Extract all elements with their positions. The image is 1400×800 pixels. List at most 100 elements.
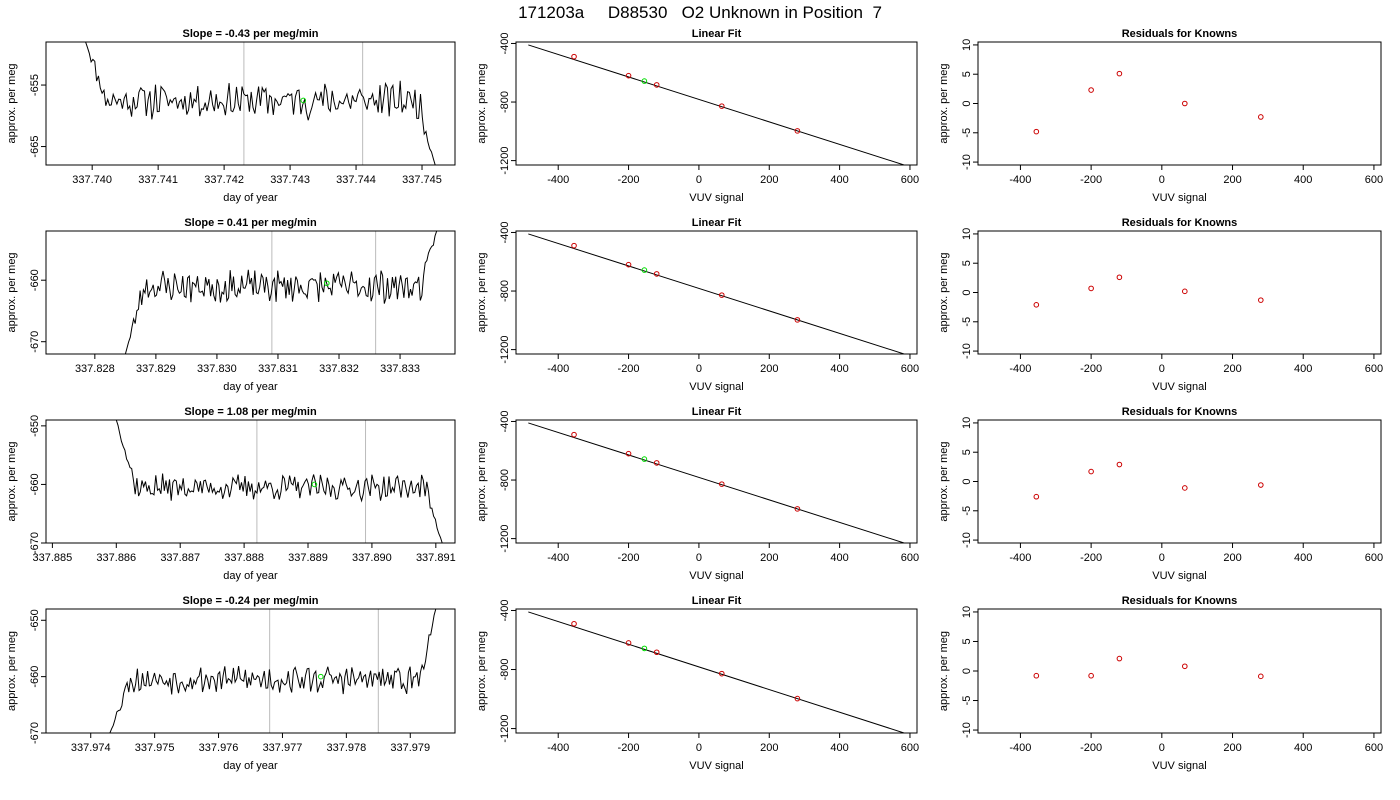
x-tick-label: -200: [618, 742, 640, 754]
plot-frame: [515, 230, 918, 355]
y-tick-label: -800: [499, 659, 511, 681]
y-tick-label: 0: [961, 478, 973, 484]
y-tick-label: -660: [29, 473, 41, 495]
x-tick-label: 337.743: [270, 174, 310, 186]
y-tick-label: -665: [29, 136, 41, 158]
x-tick-label: 600: [1365, 552, 1383, 564]
x-axis-label: day of year: [223, 760, 278, 772]
known-point: [1033, 493, 1040, 500]
x-tick-label: 200: [1223, 742, 1241, 754]
panel-1-2: Linear Fit -400 -200 0 200 400 600 -400 -800 -120…: [476, 28, 919, 204]
x-tick-label: 0: [696, 174, 702, 186]
y-axis-label: approx. per meg: [476, 63, 488, 143]
x-tick-label: 337.833: [380, 363, 420, 375]
plot-area: [109, 609, 437, 733]
x-axis-label: day of year: [223, 570, 278, 582]
plot-area: [528, 422, 906, 543]
x-axis-label: VUV signal: [1152, 760, 1206, 772]
x-tick-label: 337.887: [160, 552, 200, 564]
x-tick-label: 337.829: [136, 363, 176, 375]
signal-trace: [124, 231, 438, 354]
known-point: [653, 271, 660, 277]
x-tick-label: 337.740: [72, 174, 112, 186]
figure-title: 171203a D88530 O2 Unknown in Position 7: [518, 3, 882, 22]
known-point: [625, 450, 632, 457]
y-tick-label: -650: [29, 609, 41, 631]
panel-title: Residuals for Knowns: [1122, 406, 1238, 418]
panel-title: Linear Fit: [692, 28, 742, 40]
x-tick-label: 337.885: [33, 552, 73, 564]
y-axis-label: approx. per meg: [938, 441, 950, 521]
panel-title: Linear Fit: [692, 217, 742, 229]
y-tick-label: -5: [961, 317, 973, 327]
y-tick-label: 0: [961, 668, 973, 674]
y-tick-label: -10: [961, 532, 973, 548]
y-axis-label: approx. per meg: [6, 63, 18, 143]
plot-area: [528, 44, 906, 165]
panel-title: Slope = -0.24 per meg/min: [182, 595, 318, 607]
x-tick-label: 0: [1159, 742, 1165, 754]
known-point: [1182, 663, 1188, 670]
panel-title: Linear Fit: [692, 406, 742, 418]
plot-area: [1033, 461, 1264, 500]
known-point: [1116, 274, 1123, 281]
plot-area: [85, 42, 436, 165]
y-tick-label: -670: [29, 331, 41, 353]
plot-area: [528, 611, 906, 733]
panel-4-3: Residuals for Knowns -400 -200 0 200 400 600 10…: [938, 595, 1383, 772]
known-point: [1258, 114, 1264, 120]
x-tick-label: 200: [1223, 363, 1241, 375]
panel-title: Slope = 0.41 per meg/min: [184, 217, 317, 229]
x-tick-label: 600: [1365, 742, 1383, 754]
known-point: [1033, 302, 1040, 308]
y-axis-label: approx. per meg: [476, 631, 488, 711]
x-tick-label: 337.888: [224, 552, 264, 564]
y-tick-label: -1200: [499, 336, 511, 364]
fit-line: [528, 611, 906, 733]
plot-area: [115, 420, 443, 543]
x-tick-label: -400: [547, 742, 569, 754]
x-tick-label: 337.742: [204, 174, 244, 186]
unknown-point: [311, 481, 318, 488]
x-tick-label: 200: [760, 363, 778, 375]
x-tick-label: 600: [1365, 174, 1383, 186]
known-point: [653, 460, 660, 466]
x-tick-label: 337.886: [96, 552, 136, 564]
x-tick-label: 337.976: [199, 742, 239, 754]
panel-title: Residuals for Knowns: [1122, 595, 1238, 607]
x-tick-label: -400: [1009, 552, 1031, 564]
panel-title: Slope = 1.08 per meg/min: [184, 406, 317, 418]
known-point: [625, 72, 632, 79]
x-axis-label: VUV signal: [1152, 381, 1206, 393]
known-point: [653, 649, 660, 656]
known-point: [1116, 655, 1123, 662]
x-tick-label: 0: [1159, 363, 1165, 375]
fit-line: [528, 422, 906, 543]
y-tick-label: -10: [961, 154, 973, 170]
y-tick-label: -800: [499, 469, 511, 491]
x-tick-label: 337.832: [319, 363, 359, 375]
known-point: [1116, 70, 1123, 77]
x-tick-label: 400: [1294, 363, 1312, 375]
y-tick-label: 5: [961, 71, 973, 77]
y-tick-label: -1200: [499, 147, 511, 175]
known-point: [625, 640, 632, 646]
unknown-point: [641, 456, 648, 462]
known-point: [718, 103, 725, 109]
known-point: [794, 128, 801, 134]
y-tick-label: -650: [29, 415, 41, 437]
unknown-point: [641, 267, 648, 273]
panel-title: Residuals for Knowns: [1122, 217, 1238, 229]
x-tick-label: -200: [1080, 363, 1102, 375]
known-point: [718, 481, 725, 487]
y-axis-label: approx. per meg: [6, 631, 18, 711]
x-tick-label: 0: [696, 552, 702, 564]
y-tick-label: 10: [961, 39, 973, 51]
known-point: [1182, 100, 1188, 107]
panel-3-3: Residuals for Knowns -400 -200 0 200 400 600 10…: [938, 406, 1383, 582]
x-tick-label: 200: [760, 742, 778, 754]
panel-2-2: Linear Fit -400 -200 0 200 400 600 -400 -800 -120…: [476, 217, 919, 393]
x-tick-label: 337.977: [263, 742, 303, 754]
x-tick-label: -200: [618, 174, 640, 186]
known-point: [1116, 461, 1123, 468]
